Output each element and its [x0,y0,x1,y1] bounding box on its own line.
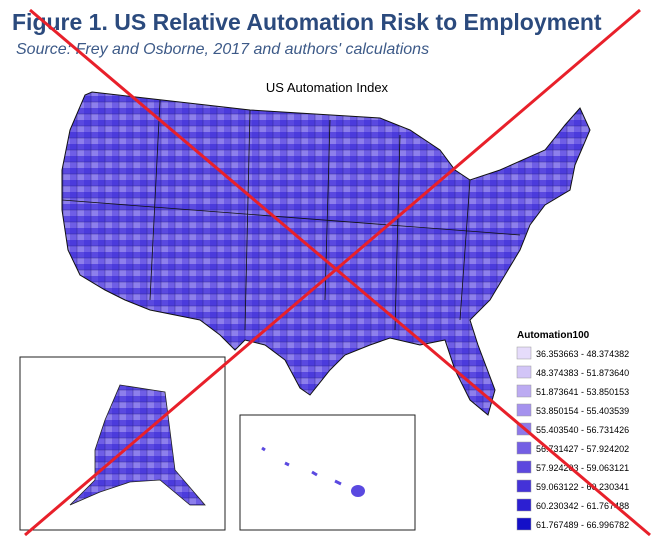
hawaii-big-island [351,485,365,497]
legend-label: 61.767489 - 66.996782 [536,520,629,530]
legend: 36.353663 - 48.374382 48.374383 - 51.8736… [516,346,629,531]
legend-swatch [516,403,532,417]
hawaii [261,446,342,486]
title: Figure 1. US Relative Automation Risk to… [12,9,602,35]
alaska [69,384,206,506]
legend-swatch [516,346,532,360]
legend-label: 55.403540 - 56.731426 [536,425,629,435]
legend-label: 60.230342 - 61.767488 [536,501,629,511]
legend-title: Automation100 [517,330,590,341]
state-borders [61,99,521,331]
legend-label: 57.924203 - 59.063121 [536,463,629,473]
legend-label: 51.873641 - 53.850153 [536,387,629,397]
cross-line [29,8,651,537]
legend-label: 48.374383 - 51.873640 [536,368,629,378]
legend-swatch [516,498,532,512]
cross-line [24,8,641,537]
legend-swatch [516,479,532,493]
legend-swatch [516,517,532,531]
legend-label: 53.850154 - 55.403539 [536,406,629,416]
map-title: US Automation Index [266,80,389,95]
legend-swatch [516,384,532,398]
legend-label: 59.063122 - 60.230341 [536,482,629,492]
hawaii-inset [239,414,416,531]
legend-swatch [516,460,532,474]
legend-label: 36.353663 - 48.374382 [536,349,629,359]
legend-swatch [516,365,532,379]
subtitle: Source: Frey and Osborne, 2017 and autho… [16,41,429,58]
legend-label: 56.731427 - 57.924202 [536,444,629,454]
legend-swatch [516,441,532,455]
